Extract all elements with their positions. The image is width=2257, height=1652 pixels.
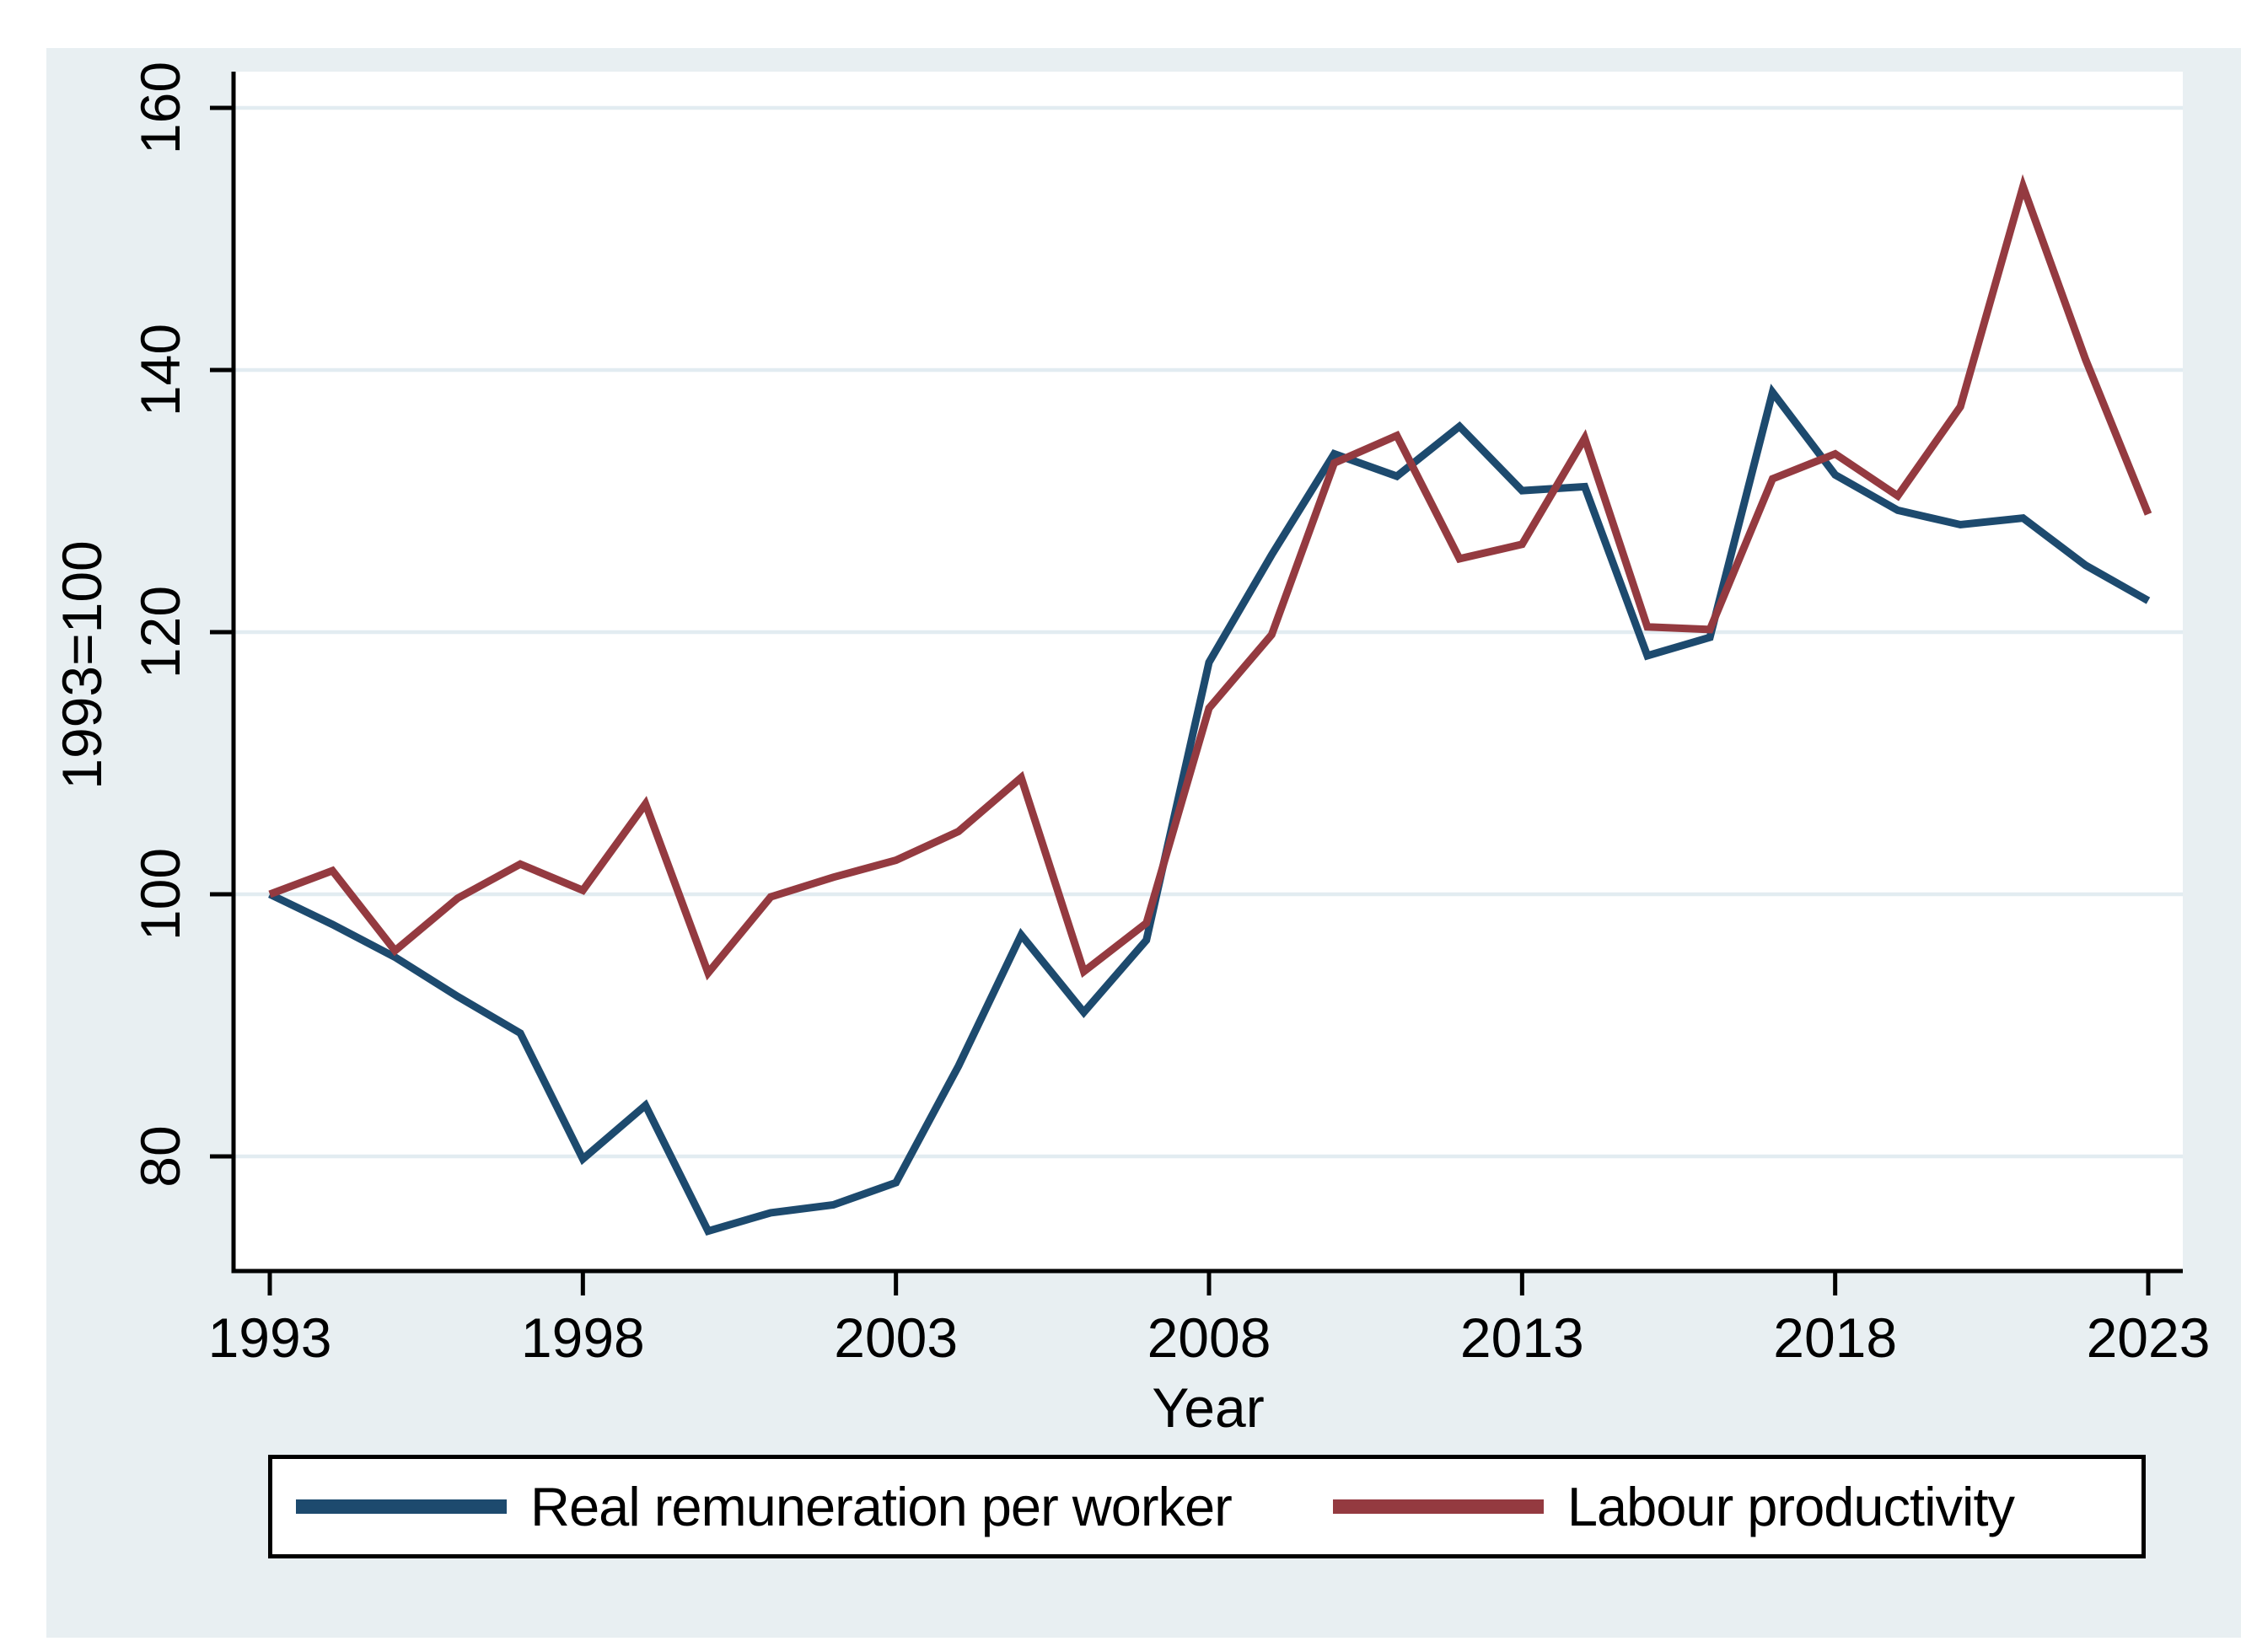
legend-line-swatch-remuneration	[296, 1499, 507, 1514]
y-tick-label: 160	[129, 62, 191, 154]
x-tick-label: 1998	[521, 1306, 645, 1369]
series-line-real-remuneration	[268, 384, 2151, 1236]
x-tick-label: 2003	[834, 1306, 958, 1369]
legend-line-swatch-productivity	[1332, 1499, 1544, 1514]
legend-label-remuneration: Real remuneration per worker	[530, 1476, 1233, 1537]
x-tick-label: 2018	[1773, 1306, 1897, 1369]
legend-label-productivity: Labour productivity	[1566, 1476, 2015, 1537]
y-axis-title: 1993=100	[51, 540, 113, 790]
x-tick-label: 1993	[208, 1306, 332, 1369]
x-tick-label: 2008	[1147, 1306, 1271, 1369]
series-line-labour-productivity	[268, 174, 2152, 981]
legend-item: Real remuneration per worker	[296, 1476, 1233, 1537]
legend: Real remuneration per worker Labour prod…	[268, 1455, 2146, 1558]
legend-item: Labour productivity	[1332, 1476, 2015, 1537]
y-tick-label: 140	[129, 324, 191, 416]
y-tick-label: 120	[129, 586, 191, 678]
x-tick-label: 2023	[2087, 1306, 2211, 1369]
x-tick-label: 2013	[1460, 1306, 1584, 1369]
y-tick-label: 80	[129, 1125, 191, 1187]
y-tick-label: 100	[129, 848, 191, 941]
x-axis-title: Year	[1152, 1376, 1265, 1439]
